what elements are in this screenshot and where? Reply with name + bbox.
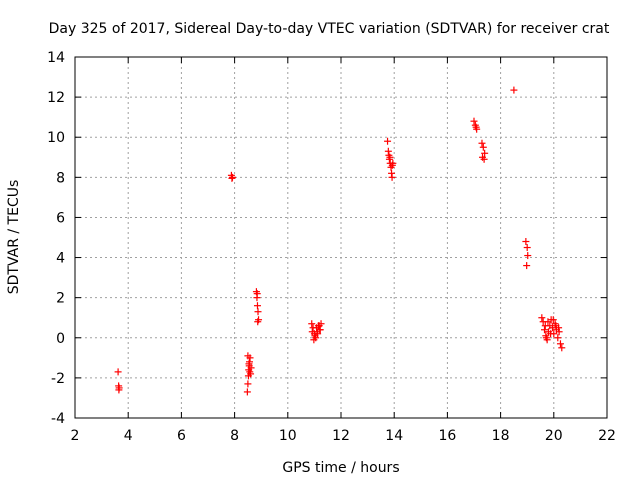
data-point	[254, 308, 262, 316]
x-tick-label: 12	[332, 428, 350, 444]
data-point	[481, 149, 489, 157]
data-point	[524, 252, 532, 260]
chart-title: Day 325 of 2017, Sidereal Day-to-day VTE…	[49, 21, 610, 37]
data-point	[315, 322, 323, 330]
data-point	[478, 139, 486, 147]
grid-lines	[75, 57, 607, 418]
data-point	[522, 238, 530, 246]
x-tick-label: 18	[492, 428, 510, 444]
y-tick-label: 14	[47, 50, 65, 66]
data-point	[470, 117, 478, 125]
x-tick-label: 16	[438, 428, 456, 444]
y-tick-label: -2	[51, 371, 65, 387]
data-point	[243, 388, 251, 396]
x-tick-label: 22	[598, 428, 616, 444]
x-tick-label: 10	[279, 428, 297, 444]
data-point	[510, 86, 518, 94]
y-axis-title: SDTVAR / TECUs	[6, 180, 22, 295]
y-tick-label: 12	[47, 90, 65, 106]
data-point	[316, 326, 324, 334]
y-tick-label: 6	[56, 210, 65, 226]
data-point	[254, 318, 262, 326]
y-tick-label: 10	[47, 130, 65, 146]
data-point	[547, 330, 555, 338]
data-point	[523, 244, 531, 252]
data-point	[544, 318, 552, 326]
x-tick-label: 6	[177, 428, 186, 444]
data-point	[542, 334, 550, 342]
data-point	[388, 173, 396, 181]
data-point	[523, 262, 531, 270]
data-point	[245, 360, 253, 368]
x-axis-title: GPS time / hours	[282, 460, 399, 476]
axis-ticks: 2 4 6 8 10 12 14 16 18 20 22 -4 -2 0 2 4 6 8 10 12 14	[47, 50, 616, 444]
data-point	[538, 314, 546, 322]
data-point	[479, 143, 487, 151]
data-point	[244, 352, 252, 360]
data-point	[308, 328, 316, 336]
data-point	[549, 316, 557, 324]
data-point	[554, 334, 562, 342]
y-tick-label: -4	[51, 411, 65, 427]
data-point	[388, 161, 396, 169]
data-point	[386, 153, 394, 161]
x-tick-label: 4	[124, 428, 133, 444]
data-point	[115, 384, 123, 392]
x-tick-label: 8	[230, 428, 239, 444]
x-tick-label: 2	[71, 428, 80, 444]
data-point	[228, 173, 236, 181]
data-point	[247, 364, 255, 372]
data-point	[472, 123, 480, 131]
y-tick-label: 8	[56, 170, 65, 186]
x-tick-label: 14	[385, 428, 403, 444]
data-point	[253, 302, 261, 310]
data-point	[308, 320, 316, 328]
data-point	[556, 340, 564, 348]
data-point	[310, 336, 318, 344]
data-point	[314, 330, 322, 338]
data-point	[540, 326, 548, 334]
data-point	[244, 380, 252, 388]
data-point	[555, 324, 563, 332]
y-tick-label: 0	[56, 331, 65, 347]
data-point	[479, 153, 487, 161]
data-point	[558, 344, 566, 352]
y-tick-label: 4	[56, 251, 65, 267]
data-point	[114, 368, 122, 376]
data-point	[384, 137, 392, 145]
data-point	[541, 322, 549, 330]
data-point	[246, 368, 254, 376]
data-points	[114, 86, 566, 396]
x-tick-label: 20	[545, 428, 563, 444]
data-point	[253, 290, 261, 298]
y-tick-label: 2	[56, 291, 65, 307]
